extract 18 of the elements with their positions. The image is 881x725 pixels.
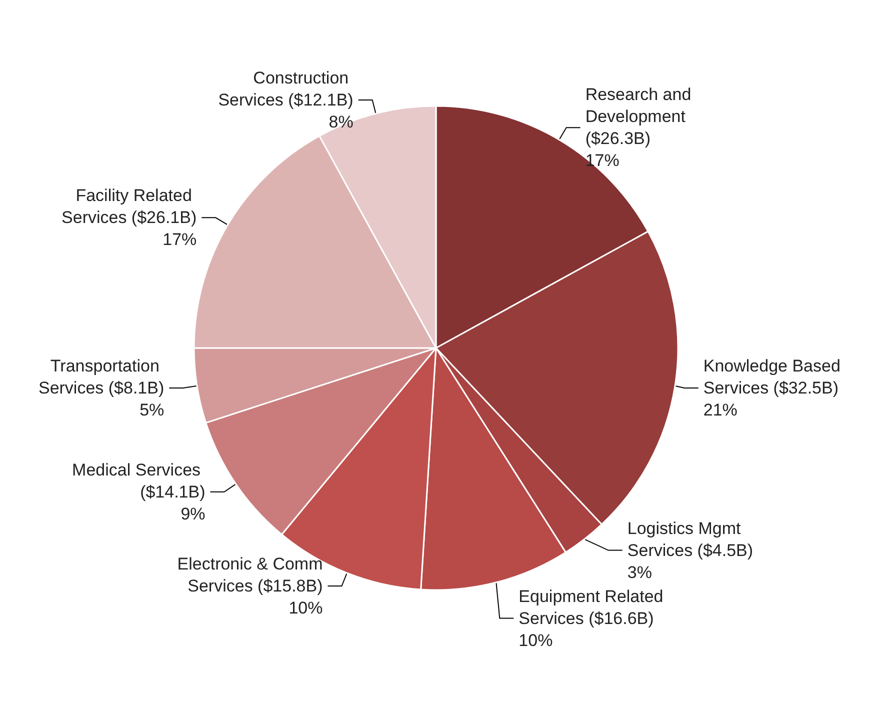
data-label: 17%	[162, 230, 197, 250]
slice-label: Construction Services ($12.1B)	[218, 68, 354, 110]
data-label: 17%	[585, 151, 620, 170]
data-label: 8%	[328, 112, 354, 132]
slice-label: Electronic & Comm Services ($15.8B)	[177, 554, 323, 596]
slice-label: Knowledge Based Services ($32.5B)	[703, 356, 846, 398]
data-label: 10%	[288, 598, 323, 618]
data-label: 5%	[140, 400, 164, 420]
slice-label: Research and Development ($26.3B)	[585, 85, 696, 148]
slice-label: Facility Related Services ($26.1B)	[62, 186, 197, 228]
slice-label: Medical Services ($14.1B)	[72, 460, 206, 502]
slice-label: Equipment Related Services ($16.6B)	[518, 586, 668, 628]
data-label: 21%	[703, 400, 738, 420]
data-label: 10%	[518, 630, 553, 650]
slice-label: Logistics Mgmt Services ($4.5B)	[627, 518, 754, 560]
data-label: 3%	[627, 562, 652, 582]
data-label: 9%	[180, 504, 206, 524]
slice-label: Transportation Services ($8.1B)	[38, 356, 164, 398]
